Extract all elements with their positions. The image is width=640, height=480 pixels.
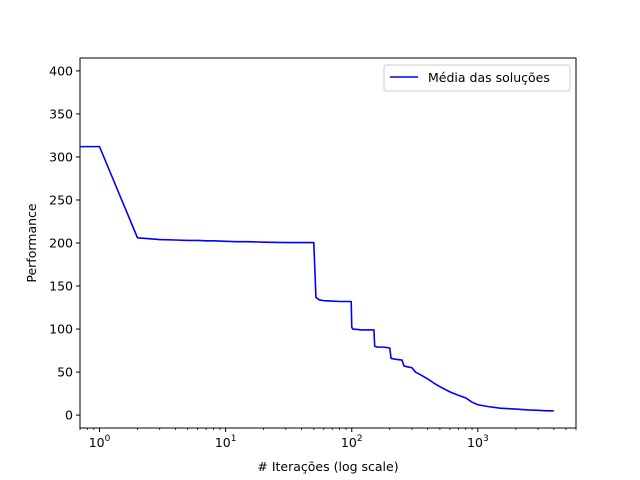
legend-label: Média das soluções <box>428 70 550 85</box>
x-tick-label: 103 <box>467 434 489 450</box>
y-tick-label: 100 <box>49 322 73 337</box>
axes-frame <box>79 57 577 429</box>
x-tick-label: 101 <box>215 434 237 450</box>
y-tick-label: 50 <box>57 365 73 380</box>
y-tick-label: 200 <box>49 236 73 251</box>
y-tick-label: 250 <box>49 192 73 207</box>
x-axis-label: # Iterações (log scale) <box>257 459 398 474</box>
x-axis-ticks: 100 101 102 103 <box>79 428 577 450</box>
y-tick-label: 400 <box>49 63 73 78</box>
legend: Média das soluções <box>383 64 571 92</box>
x-tick-label: 100 <box>89 434 111 450</box>
axes-background <box>80 58 576 428</box>
y-axis-label: Performance <box>24 203 39 283</box>
y-axis-ticks: 0 50 100 150 200 250 300 350 400 <box>49 63 80 423</box>
plot-area <box>80 58 576 428</box>
y-tick-label: 0 <box>65 408 73 423</box>
series-line-media-das-solucoes <box>80 145 554 412</box>
y-tick-label: 300 <box>49 149 73 164</box>
x-tick-label: 102 <box>341 434 363 450</box>
y-tick-label: 150 <box>49 279 73 294</box>
y-tick-label: 350 <box>49 106 73 121</box>
legend-box <box>383 64 571 92</box>
